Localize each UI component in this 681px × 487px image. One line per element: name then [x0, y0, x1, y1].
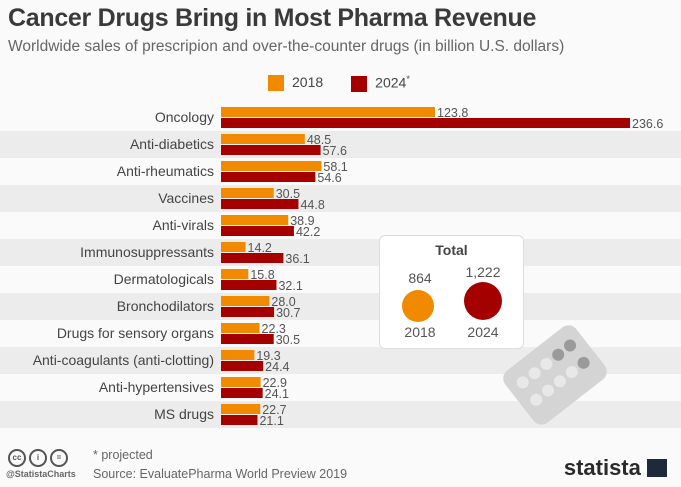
data-label: 24.1	[265, 387, 289, 401]
legend-item-2018: 2018	[268, 74, 323, 92]
data-label: 30.5	[276, 187, 300, 201]
data-label: 36.1	[285, 252, 309, 266]
total-2018-dot	[402, 290, 434, 322]
data-label: 42.2	[296, 225, 320, 239]
bar-2024	[221, 280, 277, 290]
bar-2024	[221, 307, 275, 317]
data-label: 15.8	[250, 268, 274, 282]
bar-2024	[221, 334, 274, 344]
total-title: Total	[435, 242, 468, 258]
data-label: 22.9	[263, 376, 287, 390]
data-label: 57.6	[323, 144, 347, 158]
bar-2018	[221, 161, 322, 171]
data-label: 24.4	[265, 360, 289, 374]
chart-subtitle: Worldwide sales of prescripion and over-…	[8, 38, 565, 55]
category-label: Oncology	[155, 109, 214, 125]
data-label: 19.3	[256, 349, 280, 363]
bar-2024	[221, 226, 294, 236]
bar-2018	[221, 107, 436, 117]
bar-2018	[221, 269, 249, 279]
bar-2018	[221, 404, 261, 414]
category-label: Vaccines	[158, 190, 214, 206]
data-label: 30.5	[276, 333, 300, 347]
data-label: 58.1	[323, 160, 347, 174]
bar-2024	[221, 253, 284, 263]
data-label: 44.8	[300, 198, 324, 212]
row-band	[0, 131, 681, 158]
total-2024-value: 1,222	[465, 264, 501, 280]
total-2018-year: 2018	[404, 324, 436, 340]
total-2024-dot	[464, 282, 502, 320]
legend: 2018 2024*	[268, 74, 410, 92]
license-icons: cc i =	[8, 449, 68, 467]
category-label: Drugs for sensory organs	[57, 325, 214, 341]
total-2018-value: 864	[408, 270, 432, 286]
source: Source: EvaluatePharma World Preview 201…	[93, 467, 348, 481]
data-label: 21.1	[259, 414, 283, 428]
bar-2024	[221, 172, 316, 182]
legend-label: 2018	[292, 74, 324, 90]
data-label: 38.9	[290, 214, 314, 228]
category-label: Anti-diabetics	[130, 136, 214, 152]
data-label: 32.1	[278, 279, 302, 293]
category-label: Dermatologicals	[114, 271, 214, 287]
data-label: 30.7	[276, 306, 300, 320]
noderivs-icon: =	[50, 449, 68, 467]
cc-icon: cc	[8, 449, 26, 467]
legend-item-2024: 2024*	[351, 74, 410, 92]
legend-asterisk: *	[406, 74, 410, 84]
bar-2018	[221, 323, 260, 333]
bar-2018	[221, 242, 246, 252]
bar-2018	[221, 350, 255, 360]
projected-note: * projected	[93, 448, 153, 462]
bar-2018	[221, 377, 261, 387]
bar-2018	[221, 188, 274, 198]
legend-label: 2024	[375, 74, 407, 91]
data-label: 14.2	[248, 241, 272, 255]
data-label: 22.3	[262, 322, 286, 336]
chart-title: Cancer Drugs Bring in Most Pharma Revenu…	[8, 4, 537, 32]
category-label: Bronchodilators	[117, 298, 214, 314]
total-box: Total 864 2018 1,222 2024	[379, 235, 524, 349]
bar-2024	[221, 118, 630, 128]
bar-2024	[221, 199, 299, 209]
data-label: 22.7	[262, 403, 286, 417]
row-band	[0, 293, 681, 320]
row-band	[0, 185, 681, 212]
category-label: MS drugs	[154, 406, 214, 422]
row-band	[0, 239, 681, 266]
category-label: Anti-coagulants (anti-clotting)	[33, 352, 214, 368]
category-label: Anti-hypertensives	[99, 379, 214, 395]
data-label: 28.0	[271, 295, 295, 309]
bar-2024	[221, 361, 264, 371]
category-label: Anti-virals	[153, 217, 214, 233]
statista-logo: statista	[564, 455, 667, 481]
data-label: 54.6	[317, 171, 341, 185]
data-label: 48.5	[307, 133, 331, 147]
bar-2018	[221, 134, 305, 144]
bar-2018	[221, 215, 289, 225]
data-label: 236.6	[632, 117, 663, 131]
attribution-icon: i	[29, 449, 47, 467]
category-label: Anti-rheumatics	[117, 163, 214, 179]
bar-2018	[221, 296, 270, 306]
data-label: 123.8	[437, 106, 468, 120]
bar-2024	[221, 415, 258, 425]
total-2024-year: 2024	[467, 324, 499, 340]
handle: @StatistaCharts	[6, 469, 76, 479]
bar-2024	[221, 388, 263, 398]
row-band	[0, 401, 681, 428]
bar-2024	[221, 145, 321, 155]
category-label: Immunosuppressants	[80, 244, 214, 260]
